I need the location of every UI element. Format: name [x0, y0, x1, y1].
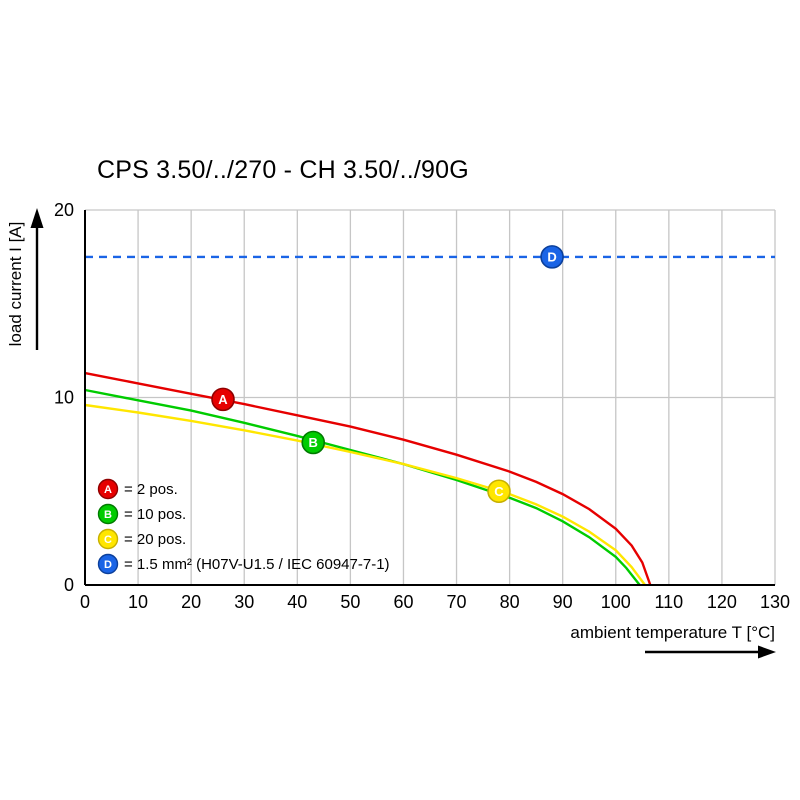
legend-marker-A: [97, 478, 119, 500]
marker-circle-C: [487, 479, 511, 504]
x-tick-label: 0: [80, 592, 90, 612]
marker-letter-A: A: [218, 392, 228, 407]
curve-A: [84, 371, 652, 586]
legend-letter-A: A: [104, 484, 112, 496]
legend-letter-B: B: [104, 509, 112, 521]
marker-letter-B: B: [309, 435, 318, 450]
legend-marker-C: [97, 528, 119, 550]
legend-item-A: A = 2 pos.: [97, 478, 178, 500]
legend-label-C: = 20 pos.: [124, 531, 186, 548]
x-tick-label: 90: [553, 592, 573, 612]
marker-circle-D: [540, 245, 564, 269]
x-tick-label: 50: [340, 592, 360, 612]
legend-label-D: = 1.5 mm² (H07V-U1.5 / IEC 60947-7-1): [124, 556, 390, 573]
x-tick-label: 60: [393, 592, 413, 612]
legend-label-A: = 2 pos.: [124, 481, 178, 498]
legend-label-B: = 10 pos.: [124, 506, 186, 523]
legend-letter-D: D: [104, 559, 112, 571]
marker-letter-D: D: [547, 249, 556, 264]
y-tick-label: 0: [64, 575, 74, 595]
x-tick-label: 110: [654, 592, 683, 612]
curve-C: [84, 403, 646, 586]
marker-circle-A: [211, 387, 235, 412]
legend-letter-C: C: [104, 534, 112, 546]
legend-item-D: D = 1.5 mm² (H07V-U1.5 / IEC 60947-7-1): [97, 553, 390, 575]
marker-letter-C: C: [494, 484, 504, 499]
x-tick-label: 30: [234, 592, 254, 612]
x-tick-label: 20: [181, 592, 201, 612]
marker-C: C: [487, 479, 511, 504]
legend-marker-B: [97, 503, 119, 525]
chart-title: CPS 3.50/../270 - CH 3.50/../90G: [97, 156, 469, 184]
y-tick-label: 20: [54, 200, 74, 220]
x-tick-label: 70: [447, 592, 467, 612]
y-tick-label: 10: [54, 388, 74, 408]
x-tick-label: 120: [707, 592, 737, 612]
x-tick-label: 10: [128, 592, 148, 612]
y-axis-label: load current I [A]: [6, 222, 25, 347]
y-axis-arrowhead: [30, 208, 44, 228]
x-tick-label: 130: [760, 592, 790, 612]
legend-marker-D: [97, 553, 119, 575]
marker-B: B: [301, 430, 326, 455]
marker-A: A: [211, 387, 235, 412]
x-axis-arrowhead: [758, 645, 776, 659]
legend-item-B: B = 10 pos.: [97, 503, 186, 525]
marker-D: D: [540, 245, 564, 269]
x-tick-label: 40: [287, 592, 307, 612]
x-tick-label: 100: [601, 592, 631, 612]
curve-B: [84, 388, 641, 586]
marker-circle-B: [301, 430, 326, 455]
x-axis-label: ambient temperature T [°C]: [570, 623, 775, 642]
legend: A = 2 pos. B = 10 pos. C = 20 pos. D = 1.5 mm² …: [97, 478, 390, 575]
x-tick-label: 80: [500, 592, 520, 612]
legend-item-C: C = 20 pos.: [97, 528, 186, 550]
